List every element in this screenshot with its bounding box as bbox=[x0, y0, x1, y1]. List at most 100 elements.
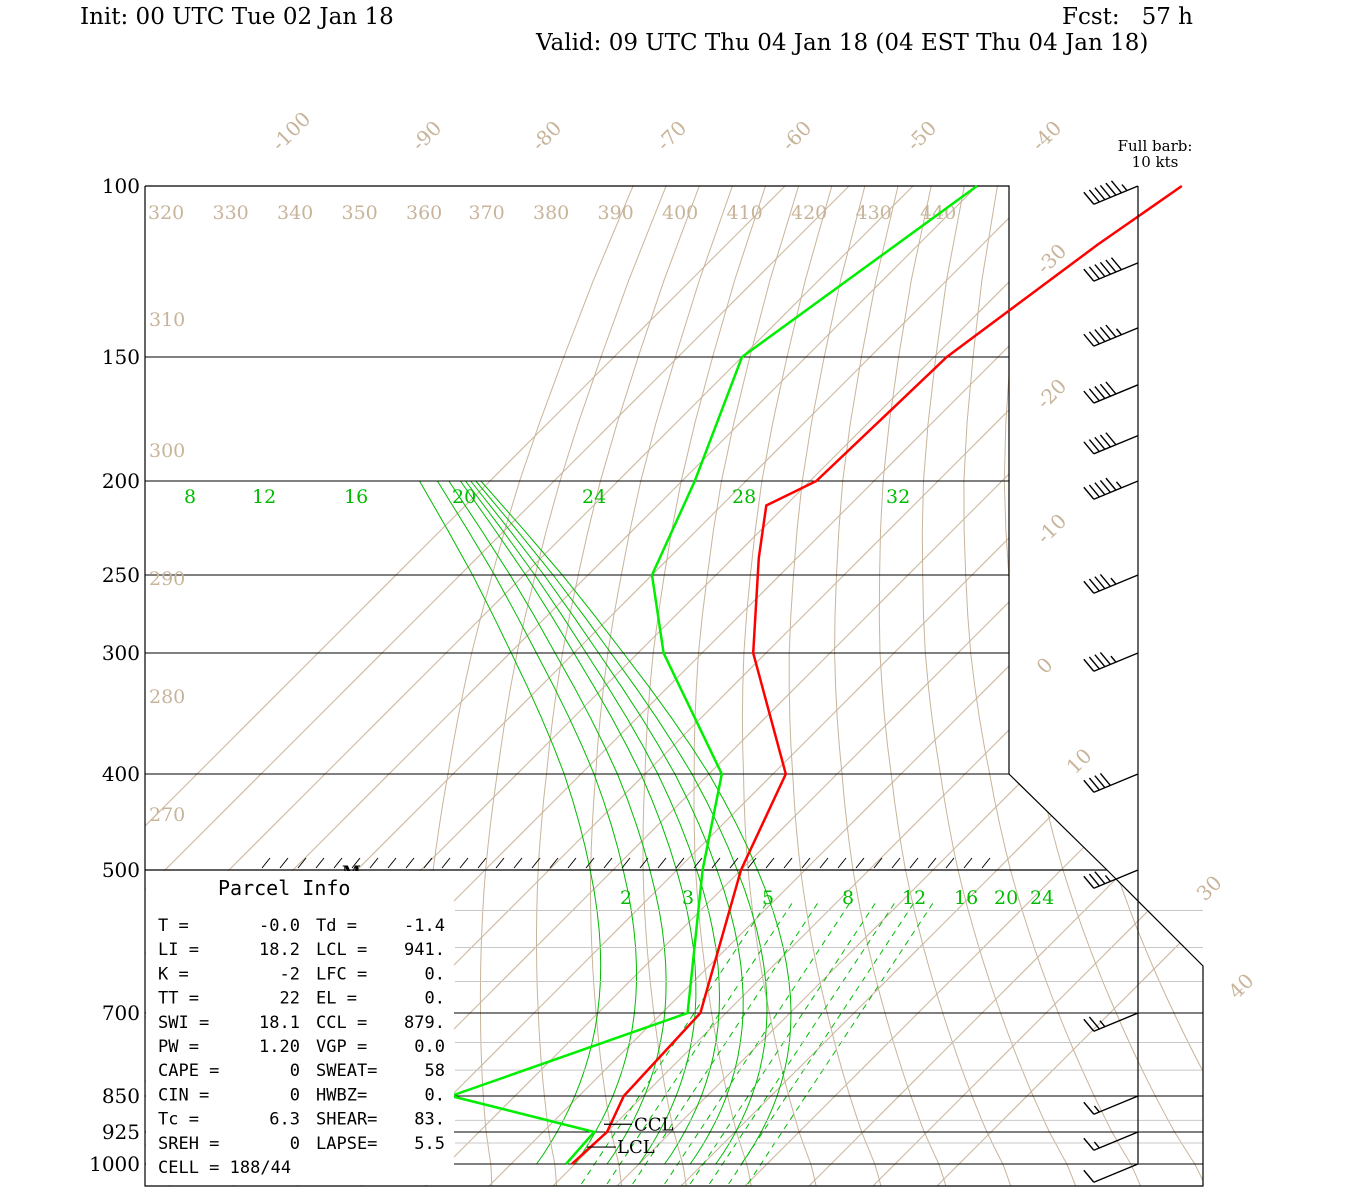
dry-adiabat bbox=[1329, 186, 1350, 1187]
isotherm-label: -100 bbox=[267, 107, 316, 156]
wind-barb-flag bbox=[1105, 477, 1117, 491]
theta-label: 350 bbox=[342, 202, 378, 224]
wind-barb-flag bbox=[1088, 388, 1100, 402]
theta-label: 270 bbox=[149, 804, 185, 826]
dry-adiabat bbox=[1262, 186, 1350, 1187]
pressure-tick-label: 500 bbox=[102, 858, 140, 882]
tropopause-hatch bbox=[351, 857, 361, 869]
theta-label: 320 bbox=[148, 202, 184, 224]
mixing-ratio-label: 5 bbox=[762, 887, 774, 909]
theta-label: 360 bbox=[406, 202, 442, 224]
pressure-tick-label: 300 bbox=[102, 641, 140, 665]
wind-barb-flag bbox=[1083, 390, 1095, 404]
pressure-tick-label: 850 bbox=[102, 1084, 140, 1108]
parcel-info-cell: -1.4 bbox=[404, 916, 445, 936]
isotherm-line bbox=[872, 186, 1203, 1186]
wind-barb-flag bbox=[1083, 486, 1095, 500]
wind-barb-flag bbox=[1099, 573, 1111, 587]
dry-adiabat bbox=[1003, 186, 1203, 1186]
tropopause-hatch bbox=[855, 857, 865, 869]
tropopause-hatch bbox=[405, 857, 415, 869]
theta-label: 380 bbox=[533, 202, 569, 224]
parcel-info-bg bbox=[146, 871, 454, 1185]
tropopause-hatch bbox=[639, 857, 649, 869]
wind-barb-flag bbox=[1094, 436, 1106, 450]
parcel-info-cell: Td = bbox=[316, 916, 357, 936]
parcel-info-cell: K = bbox=[158, 964, 189, 984]
parcel-info-cell: 18.1 bbox=[259, 1013, 300, 1033]
tropopause-hatch bbox=[675, 857, 685, 869]
tropopause-hatch bbox=[819, 857, 829, 869]
wind-barb-half bbox=[1099, 1020, 1106, 1028]
wind-barb-flag bbox=[1110, 180, 1122, 194]
dry-adiabat bbox=[536, 186, 700, 1186]
wind-barb-flag bbox=[1094, 871, 1106, 885]
wind-barb bbox=[1093, 1163, 1139, 1183]
wind-barb-half bbox=[1115, 481, 1122, 489]
tropopause-hatch bbox=[549, 857, 559, 869]
isotherm-label: 40 bbox=[1224, 969, 1259, 1004]
theta-label: 410 bbox=[727, 202, 763, 224]
init-time: Init: 00 UTC Tue 02 Jan 18 bbox=[80, 4, 394, 30]
wind-barb bbox=[1093, 1131, 1139, 1151]
mixing-ratio-label: 32 bbox=[886, 486, 910, 508]
parcel-info-cell: LFC = bbox=[316, 964, 367, 984]
wind-barb-flag bbox=[1105, 324, 1117, 338]
wind-barb-flag bbox=[1094, 654, 1106, 668]
wind-barb-flag bbox=[1083, 875, 1095, 889]
parcel-info-cell: PW = bbox=[158, 1037, 199, 1057]
wind-barb-flag bbox=[1088, 331, 1100, 345]
wind-barb-flag bbox=[1083, 333, 1095, 347]
parcel-info-cell: SWI = bbox=[158, 1013, 209, 1033]
isotherm-line bbox=[552, 186, 1203, 1186]
parcel-info-cell: 941. bbox=[404, 940, 445, 960]
wind-barb-flag bbox=[1083, 191, 1095, 205]
parcel-info-cell: 1.20 bbox=[259, 1037, 300, 1057]
tropopause-hatch bbox=[981, 857, 991, 869]
dry-adiabat bbox=[479, 186, 667, 1186]
dry-adiabat bbox=[693, 186, 800, 1186]
moist-adiabat bbox=[436, 480, 638, 1165]
wind-barb bbox=[1093, 1012, 1139, 1032]
tropopause-hatch bbox=[297, 857, 307, 869]
wind-barb-flag bbox=[1088, 873, 1100, 887]
wind-barb-flag bbox=[1083, 1101, 1095, 1115]
wind-barb-flag bbox=[1105, 381, 1117, 395]
pressure-tick-label: 100 bbox=[102, 174, 140, 198]
dry-adiabat bbox=[589, 186, 733, 1186]
dry-adiabat bbox=[921, 186, 1077, 1186]
isotherm-line bbox=[680, 186, 1203, 1186]
isotherm-line bbox=[808, 186, 1203, 1186]
wind-barb-flag bbox=[1088, 777, 1100, 791]
dry-adiabat bbox=[1229, 186, 1350, 1187]
wind-barb-flag bbox=[1099, 651, 1111, 665]
mixing-ratio-label: 2 bbox=[620, 887, 632, 909]
ccl-label: CCL bbox=[634, 1114, 674, 1135]
mixing-ratio-label: 16 bbox=[344, 486, 368, 508]
wind-barb-half bbox=[1110, 577, 1117, 585]
wind-barb-flag bbox=[1099, 261, 1111, 275]
wind-barb-flag bbox=[1094, 482, 1106, 496]
isotherm-label: -10 bbox=[1032, 509, 1072, 549]
parcel-info-cell: LAPSE= bbox=[316, 1134, 377, 1154]
pressure-tick-label: 400 bbox=[102, 762, 140, 786]
wind-barb-flag bbox=[1094, 187, 1106, 201]
tropopause-hatch bbox=[315, 857, 325, 869]
tropopause-hatch bbox=[945, 857, 955, 869]
tropopause-hatch bbox=[387, 857, 397, 869]
temperature-profile bbox=[570, 184, 1183, 1165]
theta-label: 290 bbox=[149, 568, 185, 590]
valid-time: Valid: 09 UTC Thu 04 Jan 18 (04 EST Thu … bbox=[536, 30, 1149, 56]
parcel-info-cell: SREH = bbox=[158, 1134, 219, 1154]
theta-label: 310 bbox=[149, 309, 185, 331]
parcel-info-cell: TT = bbox=[158, 989, 199, 1009]
mixing-ratio-label: 28 bbox=[732, 486, 756, 508]
mixing-ratio-label: 12 bbox=[252, 486, 276, 508]
isotherm-label: -90 bbox=[407, 116, 447, 156]
wind-barb-flag bbox=[1105, 432, 1117, 446]
parcel-info-cell: 0. bbox=[425, 989, 445, 1009]
parcel-info-title: Parcel Info bbox=[218, 876, 350, 900]
wind-barb-flag bbox=[1088, 578, 1100, 592]
pressure-tick-label: 1000 bbox=[89, 1152, 140, 1176]
